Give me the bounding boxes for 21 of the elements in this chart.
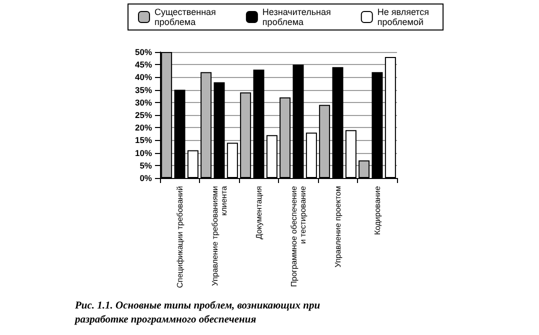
text: Рис. 1.1. Основные типы проблем, возникающих при разработке программного обеспечения <box>74 300 320 326</box>
y-tick-label: 20% <box>134 122 152 133</box>
y-tick-label: 25% <box>134 110 152 120</box>
x-tick-label: Программное обеспечение и тестирование <box>289 185 308 287</box>
y-tick-label: 10% <box>134 148 152 158</box>
x-tick-label: Управление требованиями клиента <box>210 185 228 286</box>
x-tick-label: Спецификации требований <box>175 186 184 288</box>
y-tick-label: 5% <box>140 160 152 170</box>
x-tick-label: Кодирование <box>372 185 382 235</box>
x-tick-label: Документация <box>254 186 264 240</box>
y-tick-label: 30% <box>134 97 152 108</box>
y-tick-label: 0% <box>140 173 152 183</box>
legend-label: Существенная проблема <box>154 7 216 27</box>
y-tick-label: 50% <box>134 47 152 57</box>
y-tick-label: 15% <box>134 135 152 146</box>
legend-label: Незначительная проблема <box>262 7 332 27</box>
y-tick-label: 45% <box>134 60 152 70</box>
y-tick-label: 40% <box>134 72 152 82</box>
y-tick-label: 35% <box>134 84 152 95</box>
legend-label: Не является проблемой <box>377 7 430 27</box>
x-tick-label: Управление проектом <box>333 186 342 268</box>
